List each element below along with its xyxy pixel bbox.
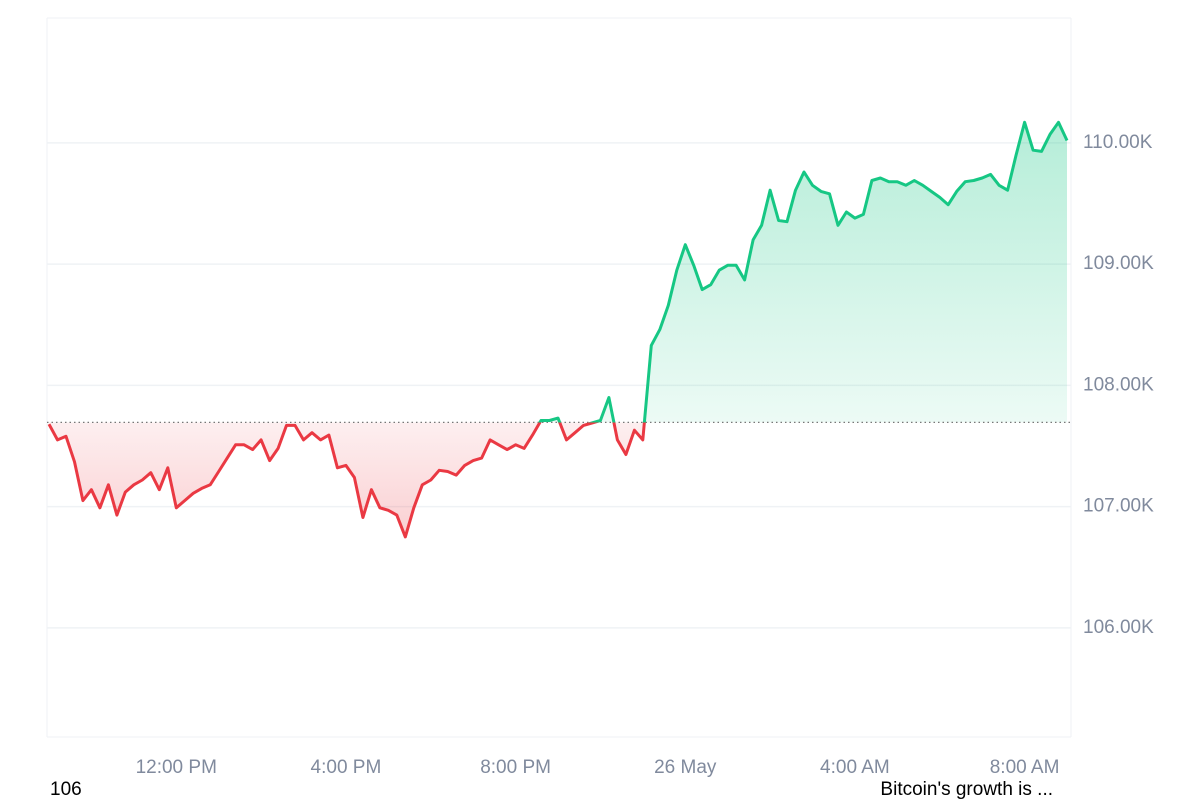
x-tick-label: 4:00 PM [311, 757, 382, 778]
y-tick-label: 107.00K [1083, 496, 1154, 517]
footer-right: Bitcoin's growth is ... [880, 779, 1053, 800]
x-tick-label: 4:00 AM [820, 757, 890, 778]
price-line [47, 120, 1069, 539]
x-tick-label: 8:00 PM [480, 757, 551, 778]
y-tick-label: 108.00K [1083, 374, 1154, 395]
area [49, 122, 1067, 537]
x-tick-label: 26 May [654, 757, 717, 778]
y-tick-label: 109.00K [1083, 253, 1154, 274]
x-tick-label: 12:00 PM [136, 757, 217, 778]
x-tick-label: 8:00 AM [990, 757, 1060, 778]
y-tick-label: 106.00K [1083, 617, 1154, 638]
y-tick-label: 110.00K [1083, 132, 1153, 153]
footer-left: 106 [50, 779, 82, 800]
